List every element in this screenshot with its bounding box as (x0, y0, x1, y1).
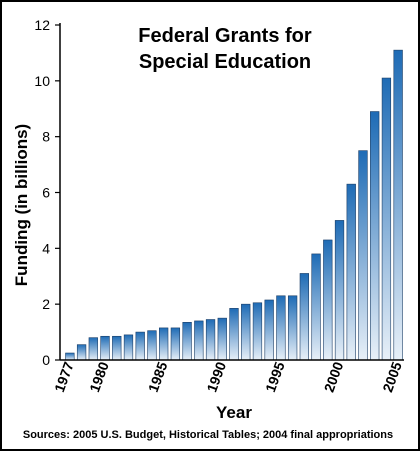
bar-1995 (276, 295, 286, 361)
bars-group (65, 49, 403, 361)
bar-2004 (381, 77, 392, 361)
x-axis: 1977 1980 1985 1990 1995 2000 2005 (51, 359, 405, 394)
bar-1980 (100, 335, 110, 361)
chart-title-line2: Special Education (139, 51, 311, 73)
bar-1979 (88, 337, 98, 361)
y-tick-label: 6 (42, 185, 50, 201)
bar-1984 (147, 330, 157, 361)
y-axis: 0 2 4 6 8 10 12 (34, 17, 61, 368)
bar-1985 (159, 327, 169, 361)
bar-2000 (334, 220, 345, 361)
bar-1977 (65, 352, 75, 361)
y-tick-label: 12 (34, 17, 50, 33)
bar-2005 (393, 49, 403, 361)
bar-1987 (182, 322, 192, 361)
y-tick-label: 10 (34, 73, 50, 89)
y-tick-label: 2 (42, 296, 50, 312)
bar-1997 (299, 273, 309, 361)
bar-1991 (229, 308, 239, 361)
bar-1992 (241, 303, 251, 361)
x-tick-label: 1980 (86, 359, 112, 394)
x-tick-label: 1990 (203, 359, 229, 394)
bar-1994 (264, 299, 274, 361)
bar-1990 (217, 317, 227, 361)
bar-1982 (123, 334, 134, 361)
bar-2001 (346, 183, 356, 361)
bar-1978 (76, 344, 87, 361)
bar-2002 (358, 150, 368, 361)
chart: Federal Grants for Special Education 0 2 4… (12, 17, 405, 441)
bar-1998 (311, 253, 321, 361)
x-tick-label: 1985 (145, 359, 171, 394)
bar-1999 (323, 239, 333, 361)
x-tick-label: 2005 (379, 359, 405, 394)
bar-1996 (287, 295, 298, 361)
chart-title-line1: Federal Grants for (138, 25, 312, 47)
bar-2003 (370, 111, 380, 361)
y-tick-label: 0 (42, 352, 50, 368)
x-tick-label: 2000 (321, 359, 347, 394)
source-note: Sources: 2005 U.S. Budget, Historical Ta… (23, 429, 393, 441)
y-tick-label: 8 (42, 129, 50, 145)
bar-1981 (112, 335, 122, 361)
bar-1993 (252, 302, 263, 361)
x-axis-title: Year (216, 403, 252, 422)
bar-1988 (194, 320, 204, 361)
x-tick-label: 1977 (51, 359, 77, 394)
bar-1983 (135, 331, 145, 361)
y-tick-label: 4 (42, 240, 50, 256)
bar-1989 (205, 319, 216, 361)
x-tick-label: 1995 (262, 359, 288, 394)
bar-1986 (170, 327, 181, 361)
y-axis-title: Funding (in billions) (12, 124, 31, 286)
